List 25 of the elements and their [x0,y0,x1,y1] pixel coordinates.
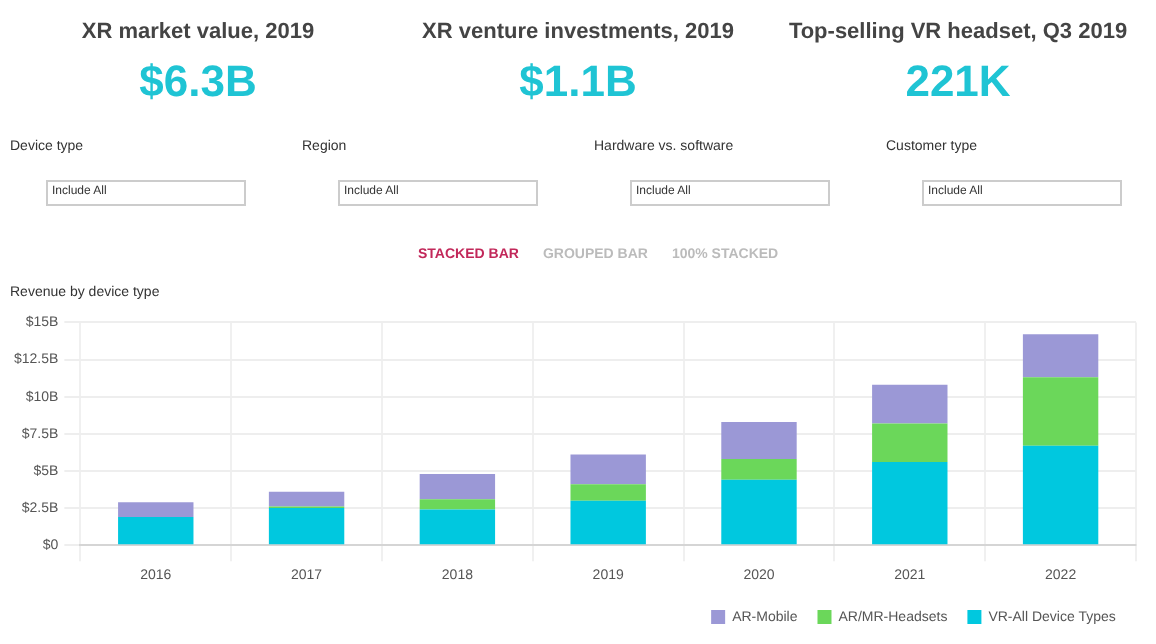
bar [570,500,646,545]
bar [118,502,194,517]
bar [872,423,948,463]
text: XR market value, 2019 [79,20,317,44]
bar [419,499,496,510]
bar [1022,377,1099,446]
bar [419,509,496,545]
bar [268,491,345,507]
text: XR venture investments, 2019 [420,20,736,44]
bar [721,479,797,545]
bar [872,462,948,545]
bar [721,421,797,460]
text: Top-selling VR headset, Q3 2019 [786,20,1130,44]
bar [570,484,646,501]
bar [721,459,797,480]
bar [419,473,496,500]
bar [570,454,646,485]
bar [268,508,345,545]
bar [872,384,948,424]
bar [118,516,194,545]
text: $1.1B [517,56,639,108]
text: $6.3B [137,56,259,108]
bar [1022,334,1099,378]
bar [1022,445,1099,545]
text: 221K [903,56,1013,108]
